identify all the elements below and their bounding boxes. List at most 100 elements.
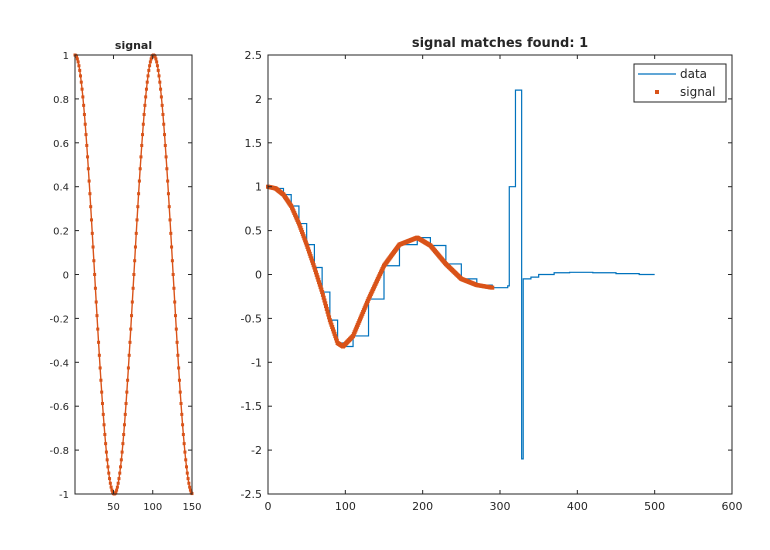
right-signal-point (316, 277, 321, 282)
right-data-series-line (268, 89, 655, 460)
left-signal-point (137, 179, 141, 183)
right-signal-point (324, 306, 329, 311)
left-signal-point (163, 133, 167, 137)
left-signal-point (82, 103, 86, 107)
left-signal-point (90, 231, 94, 235)
left-signal-point (86, 167, 90, 171)
left-signal-point (87, 179, 91, 183)
left-signal-point (147, 68, 151, 72)
left-signal-point (83, 122, 87, 126)
left-signal-point (130, 300, 134, 304)
left-signal-point (140, 143, 144, 147)
left-ytick-label: -0.4 (49, 358, 69, 369)
right-signal-point (299, 227, 304, 232)
right-signal-point (310, 260, 315, 265)
right-signal-point (305, 244, 310, 249)
left-signal-point (165, 167, 169, 171)
right-xtick-label: 100 (335, 500, 356, 513)
left-signal-point (181, 423, 185, 427)
left-signal-point (119, 465, 123, 469)
left-signal-point (188, 488, 192, 492)
left-signal-point (163, 143, 167, 147)
right-signal-point (333, 334, 338, 339)
right-signal-point (318, 285, 323, 290)
right-ytick-label: -2 (251, 444, 262, 457)
left-signal-point (148, 60, 152, 64)
right-signal-point (304, 242, 309, 247)
right-signal-point (320, 290, 325, 295)
legend-signal-swatch (655, 90, 659, 94)
left-signal-point (159, 87, 163, 91)
right-signal-point (324, 304, 328, 309)
left-signal-point (185, 465, 188, 469)
left-signal-point (110, 488, 114, 492)
left-signal-point (138, 167, 142, 171)
left-ytick-label: -0.2 (49, 314, 69, 325)
left-signal-point (161, 112, 165, 116)
right-signal-point (302, 236, 307, 241)
right-signal-point (313, 270, 318, 275)
left-signal-point (126, 378, 130, 382)
left-signal-point (116, 481, 120, 485)
right-signal-point (307, 251, 312, 256)
left-signal-point (145, 80, 149, 84)
left-axes-title: signal (115, 39, 152, 52)
left-signal-point (155, 60, 159, 64)
right-signal-point (309, 256, 314, 261)
left-signal-point (80, 87, 84, 91)
left-signal-point (132, 273, 136, 276)
right-xtick-label: 300 (490, 500, 511, 513)
left-signal-point (101, 412, 105, 416)
left-signal-point (126, 366, 130, 370)
right-signal-point (332, 331, 337, 336)
right-ytick-label: -2.5 (241, 488, 262, 501)
left-signal-point (129, 327, 133, 331)
left-signal-point (167, 205, 171, 209)
legend-data-label: data (680, 67, 707, 81)
left-signal-point (170, 245, 174, 249)
right-ytick-label: 2.5 (245, 49, 263, 62)
left-signal-point (164, 155, 168, 159)
left-signal-point (120, 450, 124, 454)
right-signal-point (329, 322, 334, 327)
left-signal-point (166, 192, 170, 196)
left-signal-point (141, 122, 145, 126)
right-signal-point (320, 292, 325, 297)
left-signal-point (82, 112, 86, 116)
left-signal-point (159, 95, 163, 99)
left-signal-point (162, 122, 166, 126)
left-signal-point (144, 95, 148, 99)
left-xtick-label: 50 (107, 502, 120, 513)
left-signal-point (96, 327, 100, 331)
right-axes-plot-area (266, 89, 655, 460)
left-signal-point (137, 192, 141, 196)
right-signal-point (314, 272, 319, 277)
right-signal-point (330, 325, 335, 329)
left-signal-point (179, 402, 183, 406)
right-signal-point (300, 232, 305, 237)
left-signal-point (166, 179, 170, 183)
left-signal-point (85, 143, 89, 147)
right-signal-point (312, 265, 317, 270)
left-signal-point (99, 378, 103, 382)
left-signal-point (181, 433, 185, 437)
left-signal-point (105, 458, 109, 462)
right-ytick-label: 0 (255, 269, 262, 282)
right-ytick-label: 2 (255, 93, 262, 106)
left-axes: 50 100 150 -1 -0.8 -0.6 -0.4 -0.2 0 0.2 0.4 0.6 0.8 1… (49, 39, 201, 513)
right-ytick-label: -1.5 (241, 400, 262, 413)
left-signal-point (91, 245, 95, 249)
left-ytick-label: -1 (59, 490, 69, 501)
left-signal-point (176, 353, 180, 357)
right-signal-point (334, 338, 339, 343)
right-signal-point (310, 258, 315, 263)
left-signal-point (100, 402, 104, 406)
right-signal-point (300, 230, 305, 234)
right-signal-point (297, 223, 302, 228)
right-signal-point (317, 280, 322, 285)
left-signal-point (175, 340, 179, 344)
left-signal-point (86, 155, 90, 159)
right-signal-point (311, 263, 316, 268)
right-signal-point (331, 329, 336, 334)
left-signal-point (76, 60, 80, 64)
